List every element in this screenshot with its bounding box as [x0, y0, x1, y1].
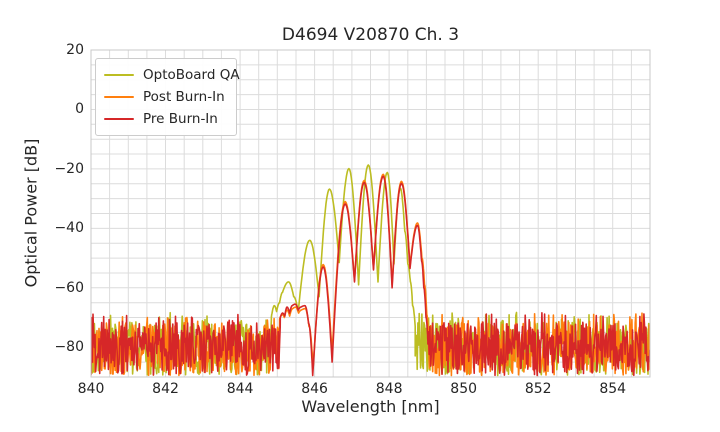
legend-item-post-burn-in: Post Burn-In — [104, 86, 228, 108]
legend-item-pre-burn-in: Pre Burn-In — [104, 108, 228, 130]
y-tick--40: −40 — [54, 220, 84, 237]
y-tick--20: −20 — [54, 160, 84, 177]
axes-spines — [90, 49, 651, 378]
legend-item-optoboard-qa: OptoBoard QA — [104, 64, 240, 86]
y-tick--80: −80 — [54, 339, 84, 356]
legend-label-post-burn-in: Post Burn-In — [143, 89, 225, 105]
x-tick-840: 840 — [77, 381, 105, 397]
x-tick-850: 850 — [450, 381, 478, 397]
y-axis-label: Optical Power [dB] — [21, 138, 41, 288]
legend-line-swatch-optoboard-qa — [104, 73, 134, 77]
legend-label-pre-burn-in: Pre Burn-In — [143, 111, 218, 127]
legend-line-swatch-pre-burn-in — [104, 117, 134, 121]
x-tick-854: 854 — [599, 381, 627, 397]
x-axis-label: Wavelength [nm] — [301, 397, 440, 416]
legend-line-swatch-post-burn-in — [104, 95, 134, 99]
x-tick-844: 844 — [226, 381, 254, 397]
x-tick-846: 846 — [301, 381, 328, 397]
y-tick--60: −60 — [54, 279, 84, 296]
x-tick-842: 842 — [152, 381, 179, 397]
x-tick-852: 852 — [524, 381, 552, 397]
legend-label-optoboard-qa: OptoBoard QA — [143, 67, 240, 83]
y-tick-20: 20 — [66, 42, 84, 58]
series-pre-burn-in — [91, 175, 650, 377]
x-tick-848: 848 — [375, 381, 403, 397]
chart-title: D4694 V20870 Ch. 3 — [281, 25, 460, 45]
y-tick-0: 0 — [75, 101, 84, 118]
legend: OptoBoard QA Post Burn-In Pre Burn-In — [95, 58, 240, 136]
